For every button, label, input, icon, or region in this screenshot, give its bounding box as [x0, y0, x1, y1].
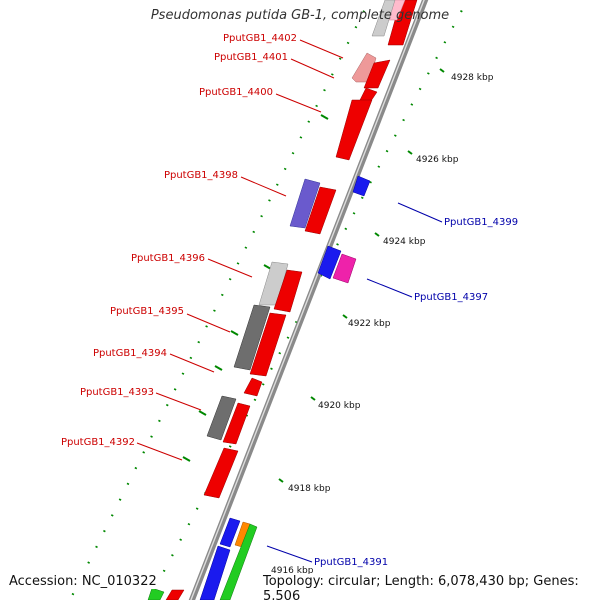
gene-arrow-4399 [352, 175, 371, 197]
gene-arrow-4391-blue [199, 545, 231, 600]
gene-arrow-4395 [249, 312, 287, 377]
gene-arrow-lightgray-top [371, 0, 396, 37]
gene-arrow-bottom-green [147, 587, 165, 600]
scale-label: 4922 kbp [348, 319, 391, 329]
gene-label-4393: PputGB1_4393 [80, 387, 154, 398]
gene-label-4395: PputGB1_4395 [110, 306, 184, 317]
gene-leader-line [275, 93, 322, 113]
forward-strand-genes [147, 175, 371, 600]
gene-arrow-4398-purple [289, 178, 321, 229]
gene-leader-line [290, 58, 335, 79]
gene-arrow-bottom-red [165, 589, 185, 600]
gene-arrow-4391-blue-top [219, 517, 241, 548]
gene-label-4402: PputGB1_4402 [223, 33, 297, 44]
gene-arrow-4401 [363, 59, 391, 89]
scale-tick [407, 150, 413, 155]
gene-label-4392: PputGB1_4392 [61, 437, 135, 448]
gene-leader-line [169, 353, 215, 373]
scale-label: 4926 kbp [416, 155, 459, 165]
accession-label: Accession: NC_010322 [9, 574, 160, 589]
gene-arrow-4391-green [219, 523, 258, 600]
topology-label: Topology: circular; Length: 6,078,430 bp… [260, 574, 600, 600]
scale-tick [278, 478, 284, 483]
scale-tick [342, 314, 348, 319]
genome-backbone [188, 0, 429, 600]
gene-arrow-4397-blue [317, 245, 342, 280]
gene-arrow-4400-small [359, 87, 378, 102]
track-tick [182, 456, 191, 462]
track-tick [214, 365, 223, 371]
scale-tick [310, 396, 316, 401]
gene-leader-line [186, 313, 231, 333]
scale-label: 4920 kbp [318, 401, 361, 411]
gene-label-4399: PputGB1_4399 [444, 217, 518, 228]
scale-label: 4924 kbp [383, 237, 426, 247]
track-tick [320, 114, 329, 120]
gene-arrow-4392 [203, 447, 239, 499]
gene-arrow-4400 [335, 99, 373, 161]
gene-arrow-4395-gray [233, 304, 271, 371]
gene-leader-line [207, 258, 253, 278]
gene-leader-line [155, 392, 202, 411]
track-tick [198, 410, 207, 416]
gene-arrow-4396 [273, 269, 303, 313]
scale-label: 4916 kbp [271, 566, 314, 576]
scale-label: 4918 kbp [288, 484, 331, 494]
gene-arrow-4397 [332, 253, 357, 284]
reverse-strand-genes [165, 0, 418, 600]
gene-arrow-4398 [304, 186, 337, 235]
scale-label: 4928 kbp [451, 73, 494, 83]
track-tick [230, 330, 239, 336]
gene-label-4400: PputGB1_4400 [199, 87, 273, 98]
gene-label-4401: PputGB1_4401 [214, 52, 288, 63]
gene-arrow-4393-gray [206, 395, 237, 441]
genome-title: Pseudomonas putida GB-1, complete genome [150, 8, 450, 23]
scale-ticks [278, 68, 445, 483]
gene-leader-line [136, 442, 183, 461]
gene-label-4398: PputGB1_4398 [164, 170, 238, 181]
scale-tick [374, 232, 380, 237]
scale-tick [439, 68, 445, 73]
gene-leader-line [366, 278, 413, 298]
gene-leader-line [240, 176, 287, 197]
gene-leader-line [397, 202, 443, 223]
genome-backbone-highlight [190, 0, 425, 600]
gene-label-4397: PputGB1_4397 [414, 292, 488, 303]
left-track-ticks [182, 114, 329, 462]
gene-leader-line [299, 39, 344, 59]
gene-label-4396: PputGB1_4396 [131, 253, 205, 264]
gene-label-4394: PputGB1_4394 [93, 348, 167, 359]
gene-arrow-4394 [243, 377, 263, 397]
gene-arrow-4393 [222, 402, 251, 445]
gene-label-4391: PputGB1_4391 [314, 557, 388, 568]
inner-dotted-ring-left [69, 0, 371, 600]
gene-leader-line [266, 545, 313, 563]
